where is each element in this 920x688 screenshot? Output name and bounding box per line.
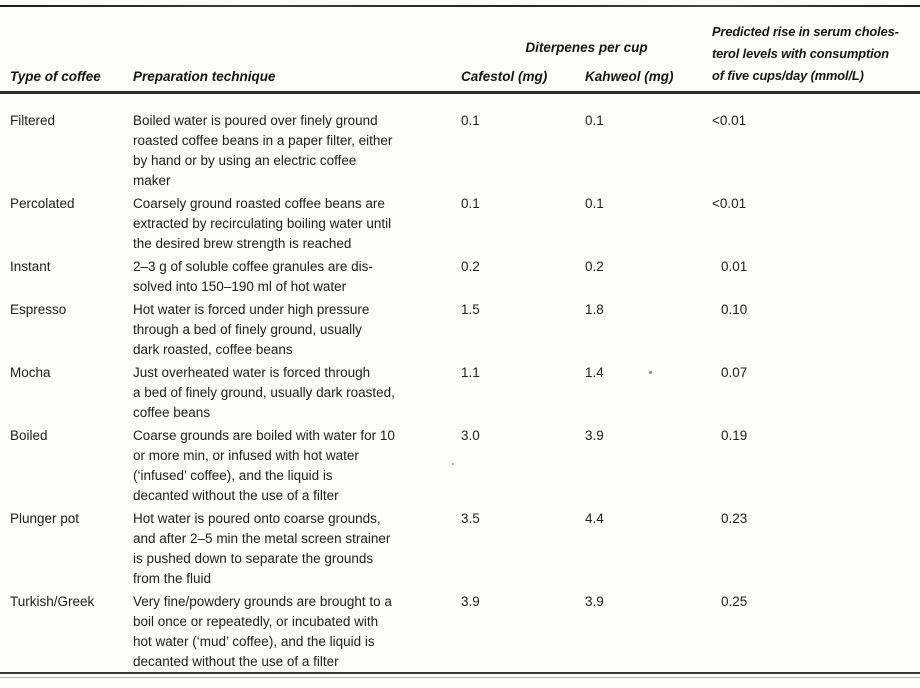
cell-kahweol-value: 1.8 — [585, 302, 604, 317]
cell-kahweol-value: 3.9 — [585, 428, 604, 443]
table-row: Boiled Coarse grounds are boiled with wa… — [0, 423, 920, 506]
cell-cholesterol-rise-value: <0.01 — [712, 113, 747, 128]
column-header-type-of-coffee: Type of coffee — [10, 69, 101, 84]
cell-cafestol-value: 1.5 — [461, 302, 480, 317]
cell-cholesterol-rise-value: 0.01 — [721, 259, 748, 274]
table-header: Type of coffee Preparation technique Dit… — [0, 7, 920, 91]
cell-cafestol-value: 0.2 — [461, 259, 480, 274]
table-bottom-rule — [0, 672, 920, 674]
cell-type-of-coffee: Plunger pot — [10, 511, 80, 526]
cell-type-of-coffee: Instant — [10, 259, 51, 274]
cell-cholesterol-rise-value: 0.10 — [721, 302, 748, 317]
cell-cholesterol-rise-value: 0.25 — [721, 594, 748, 609]
coffee-diterpenes-table-page: Type of coffee Preparation technique Dit… — [0, 5, 920, 688]
cell-kahweol-value: 0.1 — [585, 113, 604, 128]
column-header-cholesterol-rise: Predicted rise in serum choles- terol le… — [712, 24, 899, 83]
cell-preparation-technique: Boiled water is poured over finely groun… — [133, 113, 393, 188]
cell-cafestol-value: 3.9 — [461, 594, 480, 609]
cell-kahweol-value: 1.4 — [585, 365, 604, 380]
table-row: Plunger pot Hot water is poured onto coa… — [0, 506, 920, 589]
cell-preparation-technique: Just overheated water is forced through … — [133, 365, 395, 420]
cell-preparation-technique: Very fine/powdery grounds are brought to… — [133, 594, 392, 669]
table-row: Turkish/Greek Very fine/powdery grounds … — [0, 589, 920, 672]
header-separator-rule — [0, 91, 920, 94]
table-row: Filtered Boiled water is poured over fin… — [0, 108, 920, 191]
column-header-cafestol-mg: Cafestol (mg) — [461, 69, 548, 84]
cell-preparation-technique: Coarsely ground roasted coffee beans are… — [133, 196, 392, 251]
cell-kahweol-value: 0.1 — [585, 196, 604, 211]
cell-kahweol-value: 4.4 — [585, 511, 604, 526]
cell-preparation-technique: Hot water is forced under high pressure … — [133, 302, 370, 357]
cell-type-of-coffee: Boiled — [10, 428, 48, 443]
table-row: Espresso Hot water is forced under high … — [0, 297, 920, 360]
table-body: Filtered Boiled water is poured over fin… — [0, 94, 920, 672]
cell-cafestol-value: 1.1 — [461, 365, 480, 380]
cell-type-of-coffee: Mocha — [10, 365, 51, 380]
cell-cafestol-value: 0.1 — [461, 196, 480, 211]
table-row: Mocha Just overheated water is forced th… — [0, 360, 920, 423]
cell-type-of-coffee: Filtered — [10, 113, 56, 128]
cell-cholesterol-rise-value: 0.07 — [721, 365, 748, 380]
table-row: Instant 2–3 g of soluble coffee granules… — [0, 254, 920, 297]
cell-kahweol-value: 0.2 — [585, 259, 604, 274]
column-header-preparation-technique: Preparation technique — [133, 69, 276, 84]
cell-preparation-technique: Coarse grounds are boiled with water for… — [133, 428, 395, 503]
table-bottom-rule-shadow — [0, 677, 920, 678]
cell-cholesterol-rise-value: 0.23 — [721, 511, 748, 526]
cell-cholesterol-rise-value: 0.19 — [721, 428, 748, 443]
cell-cafestol-value: 3.5 — [461, 511, 480, 526]
cell-kahweol-value: 3.9 — [585, 594, 604, 609]
cell-preparation-technique: 2–3 g of soluble coffee granules are dis… — [133, 259, 373, 294]
cell-cholesterol-rise-value: <0.01 — [712, 196, 747, 211]
cell-type-of-coffee: Turkish/Greek — [10, 594, 95, 609]
cell-type-of-coffee: Espresso — [10, 302, 67, 317]
cell-preparation-technique: Hot water is poured onto coarse grounds,… — [133, 511, 391, 586]
cell-cafestol-value: 0.1 — [461, 113, 480, 128]
column-group-header-diterpenes-per-cup: Diterpenes per cup — [525, 40, 648, 55]
column-header-kahweol-mg: Kahweol (mg) — [585, 69, 674, 84]
scan-artifact-dot — [649, 371, 652, 374]
table-row: Percolated Coarsely ground roasted coffe… — [0, 191, 920, 254]
scan-artifact-dot — [452, 463, 454, 465]
cell-cafestol-value: 3.0 — [461, 428, 480, 443]
table-top-rule — [0, 5, 920, 7]
cell-type-of-coffee: Percolated — [10, 196, 75, 211]
